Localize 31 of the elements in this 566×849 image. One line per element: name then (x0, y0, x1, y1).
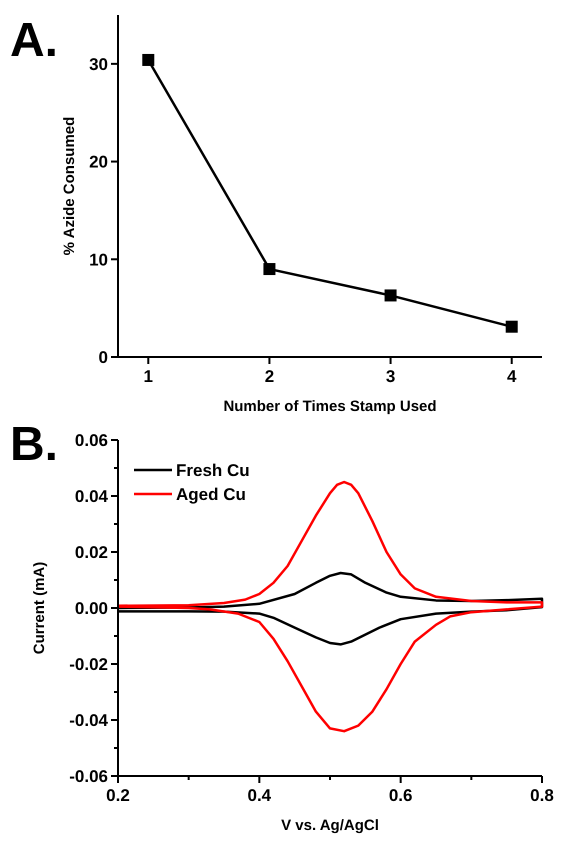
x-tick-label: 0.6 (388, 786, 412, 805)
y-tick-label: 30 (89, 54, 108, 74)
legend-label: Fresh Cu (176, 461, 250, 480)
y-tick-label: 0.06 (74, 431, 108, 450)
x-tick-label: 4 (506, 367, 517, 386)
y-tick-label: 0.00 (74, 599, 108, 618)
y-axis-title: Current (mA) (31, 562, 48, 654)
point (384, 289, 397, 302)
y-tick-label: 10 (89, 250, 108, 270)
x-tick-label: 0.4 (248, 786, 272, 805)
y-axis-title: % Azide Consumed (61, 116, 78, 256)
x-tick-label: 0.8 (530, 786, 554, 805)
x-axis-title: V vs. Ag/AgCl (281, 817, 379, 834)
point (142, 54, 154, 66)
legend-label: Aged Cu (176, 485, 246, 504)
y-tick-label: -0.02 (69, 655, 108, 674)
x-tick-label: 0.2 (106, 786, 130, 805)
point (506, 320, 518, 333)
y-tick-label: 20 (89, 152, 108, 172)
x-tick-label: 3 (386, 367, 396, 386)
y-tick-label: 0 (98, 348, 108, 367)
chart-title: A. (10, 14, 58, 67)
chart-title: B. (10, 418, 58, 471)
x-axis-title: Number of Times Stamp Used (223, 398, 437, 415)
y-tick-label: -0.06 (69, 767, 108, 786)
y-tick-label: 0.04 (74, 487, 109, 506)
point (263, 263, 276, 276)
x-tick-label: 1 (144, 367, 154, 386)
y-tick-label: -0.04 (69, 711, 109, 730)
x-tick-label: 2 (264, 367, 274, 386)
y-tick-label: 0.02 (74, 543, 108, 562)
